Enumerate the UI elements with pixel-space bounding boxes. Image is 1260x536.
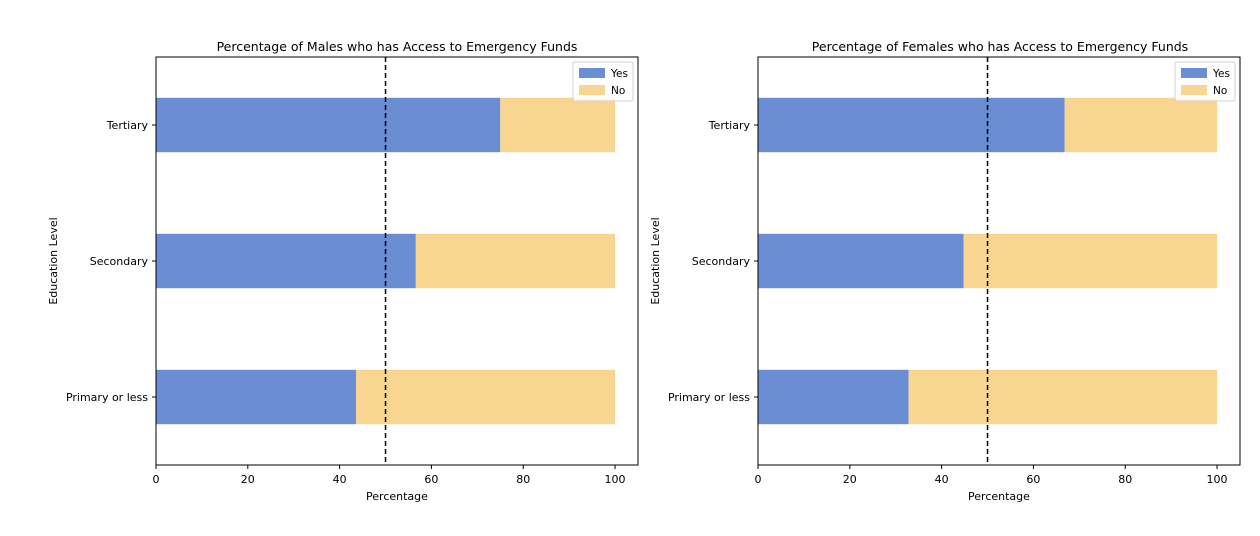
bar-no-tertiary [500,97,616,153]
bars [156,97,616,425]
legend-swatch-no [579,85,605,95]
x-tick-label: 100 [1207,473,1228,486]
y-axis-label: Education Level [649,217,662,304]
legend: Yes No [572,61,634,102]
x-axis-label: Percentage [366,490,428,503]
legend-label-yes: Yes [1212,68,1230,80]
x-tick-label: 20 [843,473,857,486]
bar-no-secondary [963,233,1218,289]
bar-no-primary-or-less [356,369,616,425]
legend-swatch-yes [1181,68,1207,78]
legend-label-no: No [1213,85,1227,97]
chart-title: Percentage of Females who has Access to … [812,39,1188,54]
x-tick-label: 100 [605,473,626,486]
y-axis-ticks: Primary or less Secondary Tertiary [66,119,156,404]
x-tick-label: 80 [1118,473,1132,486]
chart-males: Percentage of Males who has Access to Em… [47,39,639,503]
chart-title: Percentage of Males who has Access to Em… [217,39,578,54]
x-axis-label: Percentage [968,490,1030,503]
y-tick-label: Tertiary [708,119,751,132]
legend-label-yes: Yes [610,68,628,80]
y-tick-label: Secondary [90,255,149,268]
bar-yes-secondary [156,233,416,289]
x-tick-label: 60 [424,473,438,486]
legend-swatch-yes [579,68,605,78]
x-tick-label: 80 [516,473,530,486]
x-tick-label: 0 [153,473,160,486]
x-tick-label: 60 [1026,473,1040,486]
y-tick-label: Tertiary [106,119,149,132]
bar-yes-tertiary [156,97,501,153]
x-tick-label: 0 [755,473,762,486]
x-axis-ticks: 0 20 40 60 80 100 [153,465,626,486]
bar-yes-tertiary [758,97,1065,153]
bar-no-secondary [415,233,616,289]
x-tick-label: 20 [241,473,255,486]
legend: Yes No [1174,61,1236,102]
legend-label-no: No [611,85,625,97]
legend-swatch-no [1181,85,1207,95]
chart-females: Percentage of Females who has Access to … [649,39,1241,503]
y-axis-ticks: Primary or less Secondary Tertiary [668,119,758,404]
y-tick-label: Primary or less [668,391,750,404]
y-axis-label: Education Level [47,217,60,304]
bar-yes-secondary [758,233,964,289]
bar-no-primary-or-less [908,369,1218,425]
bars [758,97,1218,425]
y-tick-label: Secondary [692,255,751,268]
x-axis-ticks: 0 20 40 60 80 100 [755,465,1228,486]
y-tick-label: Primary or less [66,391,148,404]
x-tick-label: 40 [935,473,949,486]
bar-yes-primary-or-less [156,369,357,425]
bar-yes-primary-or-less [758,369,909,425]
x-tick-label: 40 [333,473,347,486]
bar-no-tertiary [1064,97,1218,153]
